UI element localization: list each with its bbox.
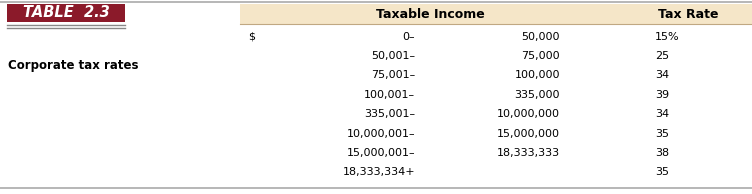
Text: 0–: 0–: [402, 32, 415, 42]
Text: Taxable Income: Taxable Income: [376, 8, 484, 21]
Text: 335,000: 335,000: [514, 90, 560, 100]
Text: Corporate tax rates: Corporate tax rates: [8, 60, 138, 73]
Text: 15,000,000: 15,000,000: [497, 129, 560, 139]
Text: 50,000: 50,000: [521, 32, 560, 42]
FancyBboxPatch shape: [7, 4, 125, 22]
Text: 35: 35: [655, 167, 669, 177]
Text: 75,000: 75,000: [521, 51, 560, 61]
Text: 18,333,333: 18,333,333: [497, 148, 560, 158]
Text: 34: 34: [655, 109, 669, 119]
Text: 39: 39: [655, 90, 669, 100]
Text: 100,000: 100,000: [514, 70, 560, 81]
Text: 10,000,000: 10,000,000: [497, 109, 560, 119]
Text: 38: 38: [655, 148, 669, 158]
Text: Tax Rate: Tax Rate: [658, 8, 718, 21]
Text: 100,001–: 100,001–: [364, 90, 415, 100]
Text: 10,000,001–: 10,000,001–: [347, 129, 415, 139]
Text: 25: 25: [655, 51, 669, 61]
Text: 75,001–: 75,001–: [371, 70, 415, 81]
Text: TABLE  2.3: TABLE 2.3: [23, 5, 109, 21]
Text: 35: 35: [655, 129, 669, 139]
Text: 18,333,334+: 18,333,334+: [342, 167, 415, 177]
Text: 34: 34: [655, 70, 669, 81]
Text: 15%: 15%: [655, 32, 680, 42]
Text: 335,001–: 335,001–: [364, 109, 415, 119]
Text: 50,001–: 50,001–: [371, 51, 415, 61]
FancyBboxPatch shape: [240, 4, 752, 24]
Text: 15,000,001–: 15,000,001–: [347, 148, 415, 158]
Text: $: $: [248, 32, 255, 42]
